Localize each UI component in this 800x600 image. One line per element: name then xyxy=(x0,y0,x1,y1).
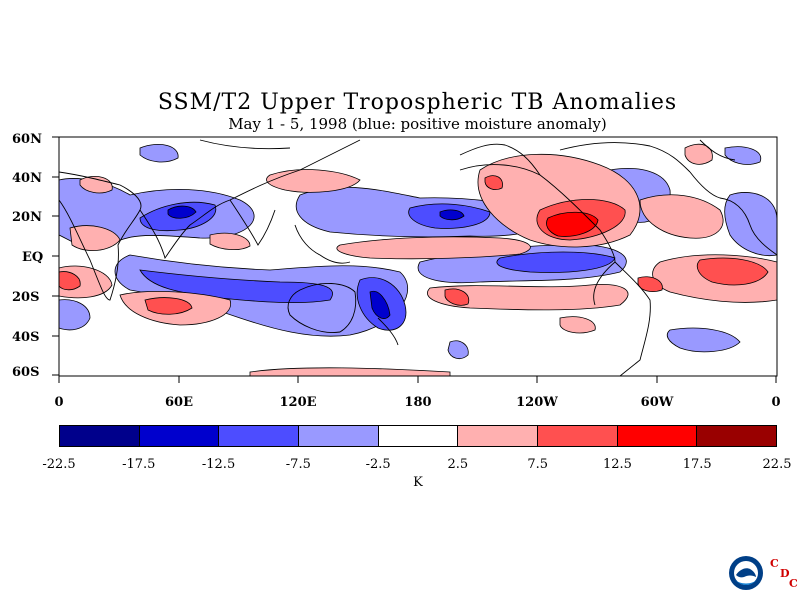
colorbar-tick-label: -2.5 xyxy=(365,457,391,472)
colorbar-swatch xyxy=(538,426,618,446)
lon-label-120e: 120E xyxy=(279,395,317,410)
cdc-letter-2: D xyxy=(780,567,790,580)
anomaly-map xyxy=(52,136,778,383)
colorbar-tick-label: 2.5 xyxy=(447,457,469,472)
lat-label-40s: 40S xyxy=(12,330,40,345)
colorbar-tick-label: -12.5 xyxy=(201,457,236,472)
colorbar-swatch xyxy=(617,426,698,446)
colorbar-swatch xyxy=(139,426,220,446)
lon-label-0-east: 0 xyxy=(771,395,781,410)
colorbar-tick-label: -17.5 xyxy=(122,457,156,472)
lon-label-60e: 60E xyxy=(165,395,193,410)
lon-label-120w: 120W xyxy=(516,395,558,410)
colorbar-tick-label: 17.5 xyxy=(682,457,712,472)
colorbar-unit: K xyxy=(413,475,423,490)
colorbar-tick-label: 22.5 xyxy=(762,457,792,472)
plot-subtitle: May 1 - 5, 1998 (blue: positive moisture… xyxy=(228,115,607,133)
colorbar-swatch xyxy=(697,426,777,446)
colorbar-swatch xyxy=(378,426,459,446)
map-ticks xyxy=(52,136,777,383)
lon-label-0: 0 xyxy=(54,395,64,410)
strongest-dry-core xyxy=(546,211,599,237)
colorbar-tick-label: -7.5 xyxy=(285,457,311,472)
colorbar-tick-label: -22.5 xyxy=(42,457,76,472)
plot-title: SSM/T2 Upper Tropospheric TB Anomalies xyxy=(157,90,678,115)
colorbar-swatch xyxy=(458,426,539,446)
lat-label-60s: 60S xyxy=(12,365,40,380)
colorbar-swatch xyxy=(60,426,140,446)
cdc-letter-3: C xyxy=(789,577,798,590)
colorbar-swatch xyxy=(299,426,379,446)
lat-label-40n: 40N xyxy=(12,171,42,186)
colorbar-tick-label: 12.5 xyxy=(602,457,632,472)
colorbar-tick-label: 7.5 xyxy=(527,457,548,472)
cdc-letter-1: C xyxy=(770,557,779,570)
lat-label-20n: 20N xyxy=(12,210,42,225)
colorbar-swatch xyxy=(219,426,300,446)
noaa-logo-icon xyxy=(729,556,763,590)
lat-label-eq: EQ xyxy=(22,250,44,265)
lat-label-20s: 20S xyxy=(12,290,40,305)
coastlines xyxy=(59,139,777,376)
lon-label-180: 180 xyxy=(404,395,432,410)
lat-label-60n: 60N xyxy=(12,132,42,147)
colorbar xyxy=(59,425,777,447)
strong-moist-cores xyxy=(167,205,465,319)
lon-label-60w: 60W xyxy=(640,395,674,410)
